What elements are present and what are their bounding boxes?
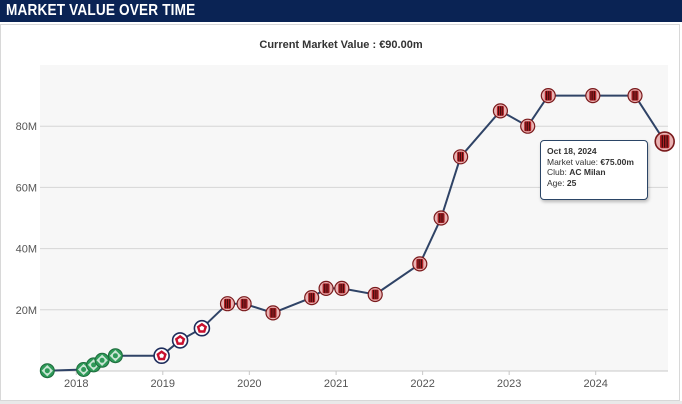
tooltip-age: Age: 25 <box>547 177 577 188</box>
milan-icon[interactable] <box>654 131 675 152</box>
milan-icon[interactable] <box>304 290 320 306</box>
milan-icon[interactable] <box>585 87 601 104</box>
milan-icon[interactable] <box>492 103 508 119</box>
milan-icon[interactable] <box>318 280 334 296</box>
sporting-icon[interactable] <box>94 352 110 368</box>
y-tick-label: 20M <box>16 305 37 317</box>
x-tick-label: 2024 <box>583 378 607 390</box>
tooltip: Oct 18, 2024 Market value: €75.00m Club:… <box>540 140 648 200</box>
lille-icon[interactable] <box>153 347 170 365</box>
sporting-icon[interactable] <box>39 363 55 379</box>
tooltip-date: Oct 18, 2024 <box>547 146 597 156</box>
widget-title: MARKET VALUE OVER TIME <box>6 2 196 19</box>
y-tick-label: 60M <box>16 182 37 194</box>
bottom-strip <box>0 401 682 404</box>
tooltip-market-value: Market value: €75.00m <box>547 156 634 167</box>
x-tick-label: 2020 <box>237 378 261 390</box>
milan-icon[interactable] <box>540 87 556 104</box>
milan-icon[interactable] <box>627 87 643 104</box>
milan-icon[interactable] <box>367 286 383 303</box>
club-markers <box>39 87 675 379</box>
milan-icon[interactable] <box>236 296 252 312</box>
tooltip-club: Club: AC Milan <box>547 167 606 177</box>
x-tick-label: 2021 <box>324 378 348 390</box>
x-tick-label: 2018 <box>64 378 88 390</box>
milan-icon[interactable] <box>265 305 281 321</box>
lille-icon[interactable] <box>171 332 189 349</box>
milan-icon[interactable] <box>433 210 449 226</box>
sporting-icon[interactable] <box>107 348 123 364</box>
lille-icon[interactable] <box>193 319 211 337</box>
milan-icon[interactable] <box>453 149 469 165</box>
x-tick-label: 2019 <box>151 378 175 390</box>
x-tick-label: 2022 <box>410 378 434 390</box>
plot-area <box>40 65 668 371</box>
y-axis: 20M 40M 60M 80M <box>16 121 37 317</box>
x-axis: 2018 2019 2020 2021 2022 2023 2024 <box>64 371 608 390</box>
y-tick-label: 80M <box>16 121 37 133</box>
milan-icon[interactable] <box>520 118 536 134</box>
milan-icon[interactable] <box>412 256 428 272</box>
milan-icon[interactable] <box>219 296 236 312</box>
milan-icon[interactable] <box>334 280 350 296</box>
widget-header: MARKET VALUE OVER TIME <box>0 0 682 22</box>
y-tick-label: 40M <box>16 244 37 256</box>
chart-title: Current Market Value : €90.00m <box>259 39 423 51</box>
x-tick-label: 2023 <box>497 378 521 390</box>
